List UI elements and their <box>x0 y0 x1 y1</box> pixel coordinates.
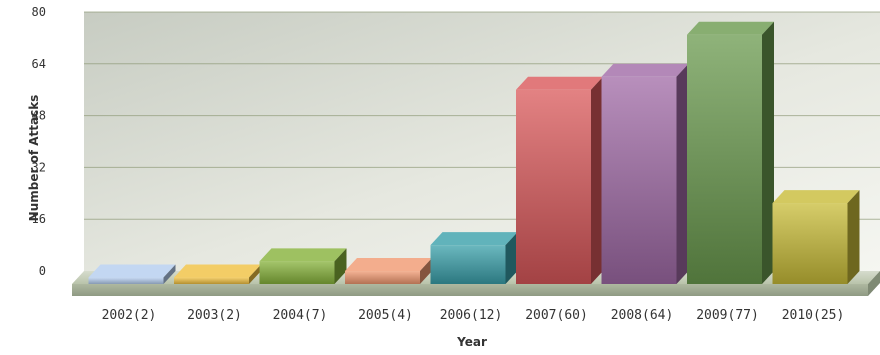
y-tick-label: 0 <box>39 264 46 278</box>
bar-side <box>762 21 774 285</box>
x-tick-label: 2008(64) <box>611 308 674 323</box>
bar-side <box>505 232 518 284</box>
bar-side <box>591 76 603 284</box>
bar <box>772 190 860 284</box>
bar-front <box>259 261 335 284</box>
bar <box>687 21 774 285</box>
x-tick-label: 2006(12) <box>440 308 503 323</box>
y-tick-label: 48 <box>32 109 46 123</box>
bar <box>88 264 176 284</box>
x-tick-label: 2005(4) <box>358 308 413 323</box>
bar <box>345 258 432 284</box>
bar <box>174 264 261 284</box>
bar-top <box>259 248 347 262</box>
bar-front <box>772 203 848 284</box>
bar-top <box>430 232 518 246</box>
x-tick-label: 2009(77) <box>696 308 759 323</box>
bar-top <box>88 264 176 278</box>
bar-side <box>676 63 689 284</box>
bar-front <box>430 245 506 284</box>
x-tick-label: 2004(7) <box>273 308 328 323</box>
x-tick-label: 2003(2) <box>187 308 242 323</box>
x-axis-label: Year <box>456 335 487 349</box>
y-tick-label: 80 <box>32 5 46 19</box>
bar-front <box>601 76 677 284</box>
chart-floor-front <box>72 284 868 296</box>
bar-side <box>249 264 261 284</box>
bar <box>601 63 689 284</box>
bars <box>88 21 860 285</box>
x-tick-label: 2010(25) <box>782 308 845 323</box>
y-axis-ticks: 0 16 32 48 64 80 <box>32 5 46 278</box>
chart-floor-side <box>868 271 880 296</box>
bar <box>516 76 603 284</box>
x-tick-label: 2007(60) <box>525 308 588 323</box>
bar-front <box>88 277 164 284</box>
bar <box>430 232 518 284</box>
bar-top <box>772 190 860 204</box>
bar-top <box>687 21 774 35</box>
y-tick-label: 64 <box>32 57 46 71</box>
bar-top <box>516 76 603 90</box>
x-axis-ticks: 2002(2) 2003(2) 2004(7) 2005(4) 2006(12) 2007… <box>102 308 845 323</box>
bar-front <box>687 34 762 285</box>
y-tick-label: 16 <box>32 212 46 226</box>
bar-top <box>345 258 432 272</box>
bar-side <box>163 264 176 284</box>
bar <box>259 248 347 284</box>
bar-side <box>420 258 432 284</box>
bar-side <box>847 190 860 284</box>
bar-front <box>345 271 420 284</box>
bar-top <box>174 264 261 278</box>
bar-front <box>174 277 249 284</box>
x-tick-label: 2002(2) <box>102 308 157 323</box>
bar-side <box>334 248 347 284</box>
bar-top <box>601 63 689 77</box>
y-tick-label: 32 <box>32 160 46 174</box>
y-axis-label: Number of Attacks <box>27 95 41 222</box>
bar-front <box>516 89 591 284</box>
